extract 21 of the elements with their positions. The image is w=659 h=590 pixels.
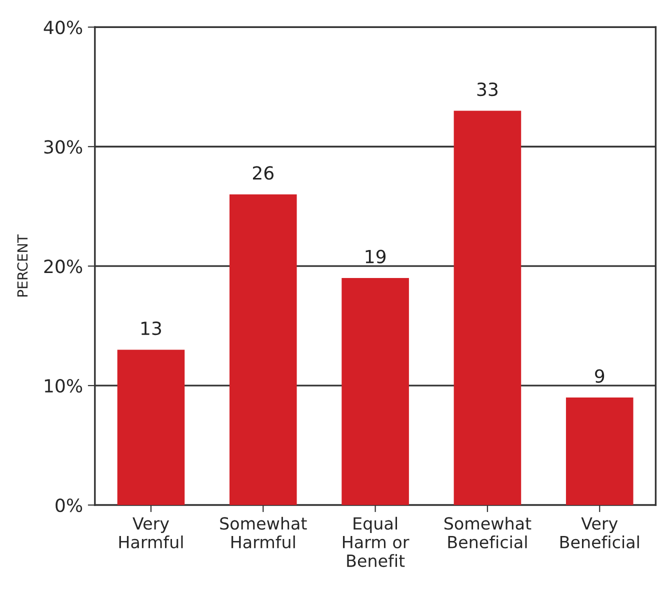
data-label: 13: [141, 321, 162, 336]
x-tick-label: Very Harmful: [119, 517, 183, 548]
data-label: 9: [595, 369, 604, 383]
data-label: 26: [252, 166, 274, 180]
x-tick-label: Very Beneficial: [560, 517, 639, 548]
y-tick-label: 0%: [56, 498, 82, 512]
bar: [566, 398, 634, 506]
y-tick-label: 20%: [44, 260, 82, 274]
x-tick-label: Equal Harm or Benefit: [342, 516, 410, 568]
y-axis-title: PERCENT: [17, 234, 28, 296]
bar: [454, 110, 522, 506]
x-tick-label: Somewhat Harmful: [220, 516, 307, 548]
y-tick-label: 40%: [44, 20, 82, 34]
data-label: 33: [477, 82, 498, 96]
y-tick-label: 10%: [44, 379, 82, 393]
bar: [342, 278, 409, 506]
x-tick-label: Somewhat Beneficial: [444, 516, 532, 548]
data-label: 19: [366, 250, 386, 264]
bar: [117, 350, 185, 506]
y-tick-label: 30%: [44, 140, 82, 154]
bar: [229, 194, 297, 506]
